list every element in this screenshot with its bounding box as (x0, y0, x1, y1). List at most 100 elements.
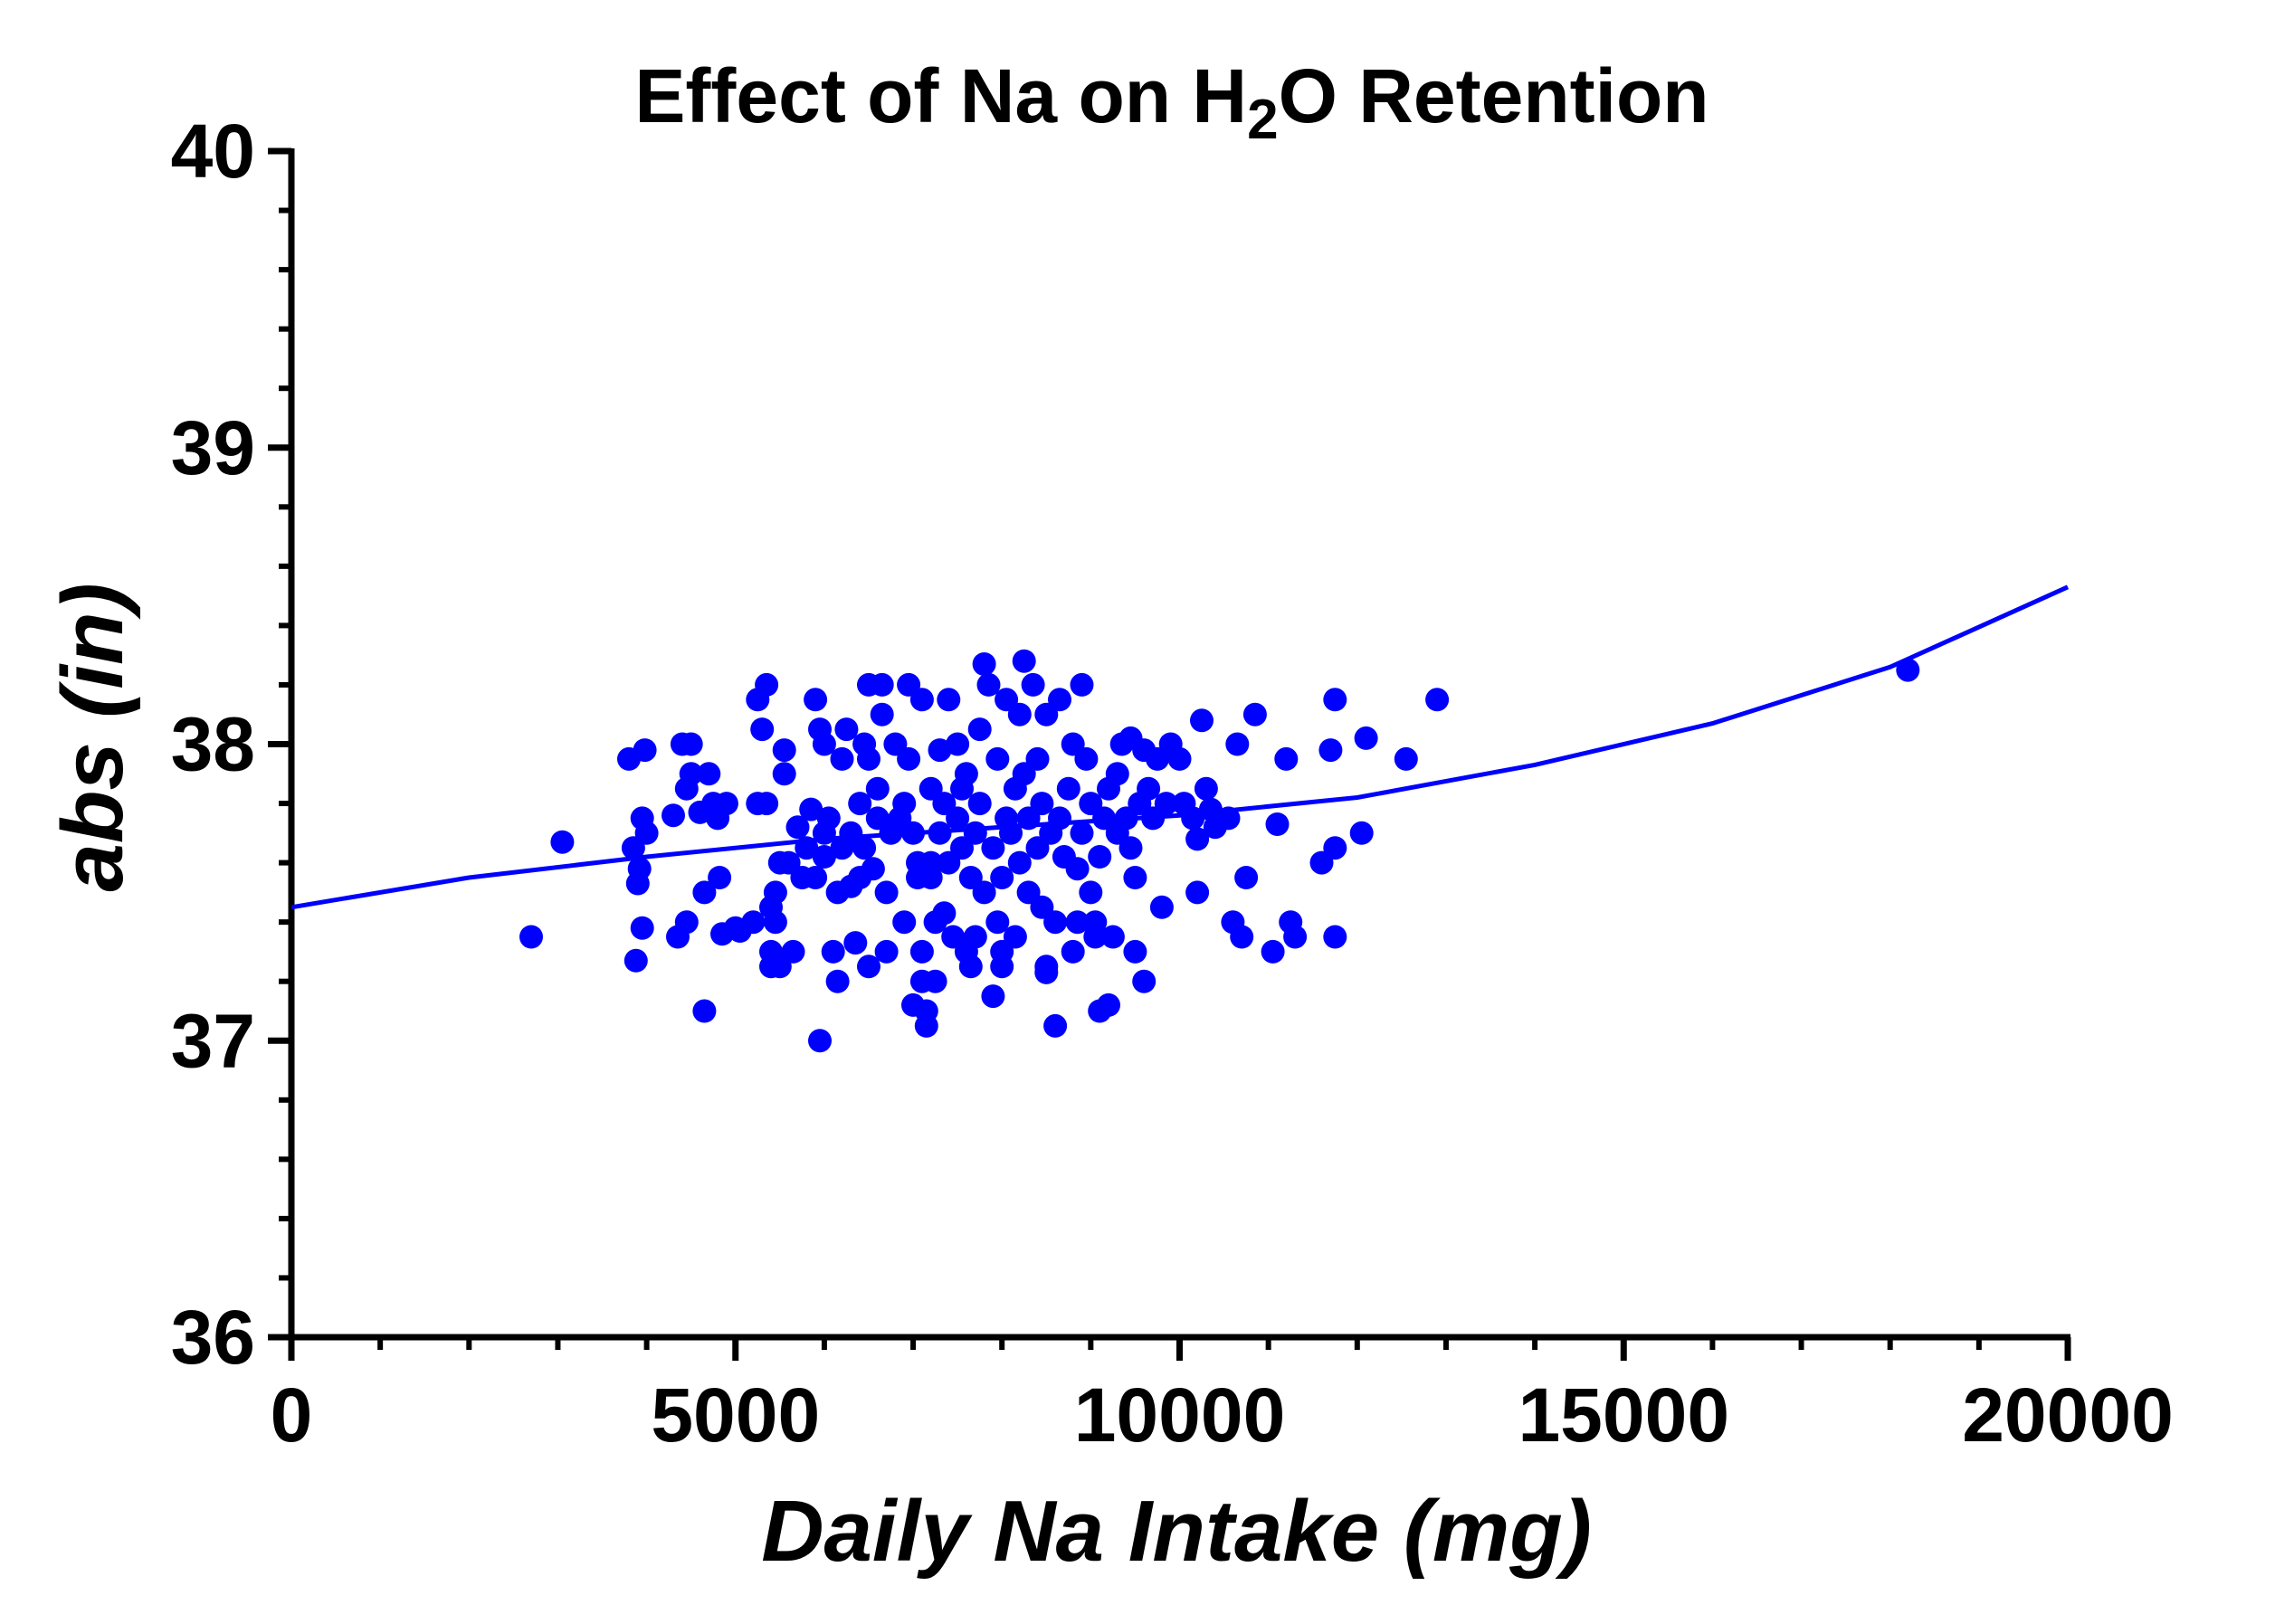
data-point (1034, 960, 1059, 984)
chart-title-part-2: O Retention (1279, 53, 1709, 138)
data-point (1354, 726, 1378, 750)
data-point (808, 1029, 832, 1053)
data-point (999, 821, 1023, 845)
data-point (692, 999, 717, 1023)
data-point (714, 792, 738, 816)
y-tick-label: 40 (171, 109, 255, 194)
data-point (1048, 688, 1071, 712)
data-point (963, 821, 987, 845)
x-tick-label: 5000 (651, 1372, 820, 1458)
data-point (785, 815, 810, 840)
data-point (1048, 806, 1071, 831)
data-point (1154, 792, 1178, 816)
data-point (914, 1013, 938, 1038)
y-tick-label: 37 (171, 998, 255, 1083)
data-point (550, 830, 575, 854)
data-point (1097, 992, 1120, 1017)
data-point (865, 776, 890, 801)
data-point (1394, 746, 1418, 771)
fit-curve (290, 584, 2070, 910)
data-point (519, 925, 543, 949)
data-point (1265, 812, 1290, 836)
data-point (1007, 702, 1032, 727)
data-point (972, 652, 996, 676)
data-point (679, 732, 703, 756)
data-point (834, 717, 859, 742)
data-point (1070, 821, 1094, 845)
data-point (932, 901, 957, 926)
data-point (750, 717, 775, 742)
data-point (1185, 880, 1210, 905)
data-point (679, 762, 703, 786)
data-point (919, 850, 943, 875)
data-point (1123, 866, 1147, 889)
data-point (1242, 702, 1267, 727)
data-point (946, 806, 970, 831)
data-point (981, 836, 1005, 860)
data-point (1105, 762, 1129, 786)
data-point (928, 821, 952, 845)
data-point (708, 866, 732, 889)
data-point (812, 732, 836, 756)
data-point (781, 939, 805, 964)
data-point (633, 738, 657, 763)
data-point (662, 803, 685, 828)
data-point (1065, 910, 1090, 935)
data-point (1021, 672, 1045, 697)
data-point (892, 792, 917, 816)
data-point (795, 836, 819, 860)
data-point (901, 821, 925, 845)
data-point (1065, 857, 1090, 881)
data-point (755, 792, 779, 816)
data-point (1056, 776, 1080, 801)
x-tick-label: 15000 (1518, 1372, 1729, 1458)
data-point (870, 702, 894, 727)
data-point (861, 857, 885, 881)
data-point (963, 925, 987, 949)
data-point (821, 939, 845, 964)
data-point (1137, 776, 1161, 801)
data-point (692, 880, 717, 905)
data-point (1425, 688, 1450, 712)
data-point (1181, 806, 1205, 831)
data-point (985, 910, 1010, 935)
y-tick-label: 39 (171, 405, 255, 490)
data-point (857, 954, 880, 979)
data-point (874, 939, 899, 964)
data-point (1234, 866, 1259, 889)
data-point (1118, 836, 1143, 860)
data-point (1216, 806, 1241, 831)
data-point (923, 969, 947, 993)
data-point (981, 984, 1005, 1009)
data-point (741, 910, 766, 935)
x-axis-title: Daily Na Intake (mg) (761, 1483, 1592, 1580)
data-point (825, 969, 850, 993)
data-point (816, 806, 841, 831)
data-point (812, 845, 836, 869)
data-point (852, 836, 877, 860)
chart-title: Effect of Na on H2O Retention (634, 53, 1709, 151)
data-point (1007, 850, 1032, 875)
data-point (967, 717, 992, 742)
data-point (804, 688, 828, 712)
data-point (1123, 939, 1147, 964)
data-point (1030, 792, 1054, 816)
data-point (1323, 688, 1347, 712)
y-tick-label: 36 (171, 1295, 255, 1380)
data-point (630, 916, 654, 940)
data-point (1061, 939, 1085, 964)
data-point (1283, 925, 1308, 949)
data-point (1003, 925, 1027, 949)
data-point (1323, 925, 1347, 949)
data-point (897, 746, 921, 771)
data-point (990, 954, 1014, 979)
data-point (954, 762, 978, 786)
data-point (1230, 925, 1254, 949)
data-point (1079, 880, 1103, 905)
data-point (1043, 1013, 1068, 1038)
data-point (1896, 658, 1920, 682)
data-point (985, 746, 1010, 771)
data-point (976, 672, 1001, 697)
